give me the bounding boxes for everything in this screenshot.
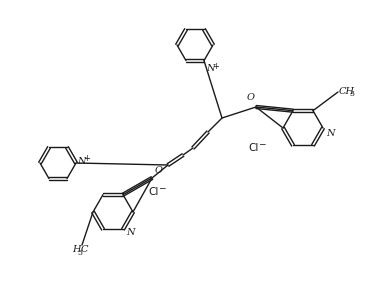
Text: +: + xyxy=(83,153,90,162)
Text: Cl: Cl xyxy=(148,187,158,197)
Text: C: C xyxy=(81,245,88,254)
Text: +: + xyxy=(212,62,219,71)
Text: H: H xyxy=(72,245,81,254)
Text: N: N xyxy=(326,128,334,137)
Text: O: O xyxy=(247,93,255,102)
Text: O: O xyxy=(155,166,163,175)
Text: 3: 3 xyxy=(77,249,82,257)
Text: CH: CH xyxy=(339,87,355,95)
Text: 3: 3 xyxy=(349,90,354,98)
Text: −: − xyxy=(158,183,165,193)
Text: −: − xyxy=(258,139,265,149)
Text: N: N xyxy=(77,156,85,166)
Text: N: N xyxy=(206,64,215,73)
Text: Cl: Cl xyxy=(248,143,258,153)
Text: N: N xyxy=(126,228,134,237)
